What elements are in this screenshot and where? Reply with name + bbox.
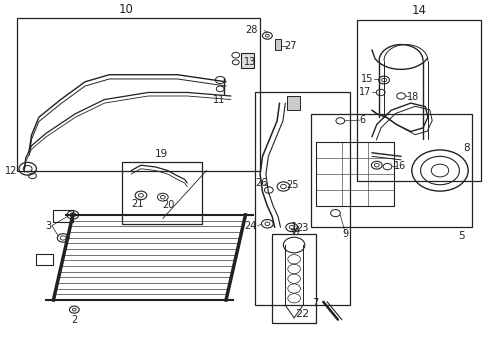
Text: 7: 7 (312, 298, 318, 307)
Text: 27: 27 (284, 41, 296, 51)
Text: 14: 14 (412, 4, 427, 17)
Text: 28: 28 (245, 25, 258, 35)
Text: 20: 20 (163, 200, 175, 210)
Text: 15: 15 (361, 74, 373, 84)
Text: 4: 4 (294, 226, 299, 236)
Text: 6: 6 (359, 115, 365, 125)
Text: 17: 17 (359, 87, 371, 97)
Text: 3: 3 (46, 221, 51, 230)
Text: 5: 5 (459, 231, 465, 241)
Text: 1: 1 (291, 222, 297, 231)
Bar (275, 39, 280, 50)
Text: 18: 18 (407, 92, 419, 102)
Text: 26: 26 (255, 178, 268, 188)
Text: 16: 16 (393, 161, 406, 171)
Bar (122, 162, 202, 224)
Text: 11: 11 (213, 95, 225, 104)
Text: 21: 21 (131, 199, 144, 209)
Bar (17, 18, 260, 171)
Bar (36, 254, 53, 265)
Text: 19: 19 (155, 149, 168, 159)
Bar (316, 142, 394, 206)
Bar (53, 210, 73, 222)
Text: 25: 25 (287, 180, 299, 190)
Text: 10: 10 (119, 3, 134, 15)
Text: 23: 23 (296, 223, 309, 233)
Text: 24: 24 (244, 221, 256, 230)
Bar (241, 53, 254, 68)
Text: 8: 8 (464, 143, 470, 153)
Text: 13: 13 (244, 57, 256, 67)
Bar (255, 93, 350, 305)
Bar (311, 114, 471, 227)
Text: 22: 22 (295, 309, 310, 319)
Bar (287, 96, 300, 110)
Text: 9: 9 (342, 229, 348, 239)
Bar (357, 20, 481, 181)
Text: 2: 2 (71, 315, 77, 325)
Bar (272, 234, 316, 323)
Text: 12: 12 (4, 166, 17, 176)
